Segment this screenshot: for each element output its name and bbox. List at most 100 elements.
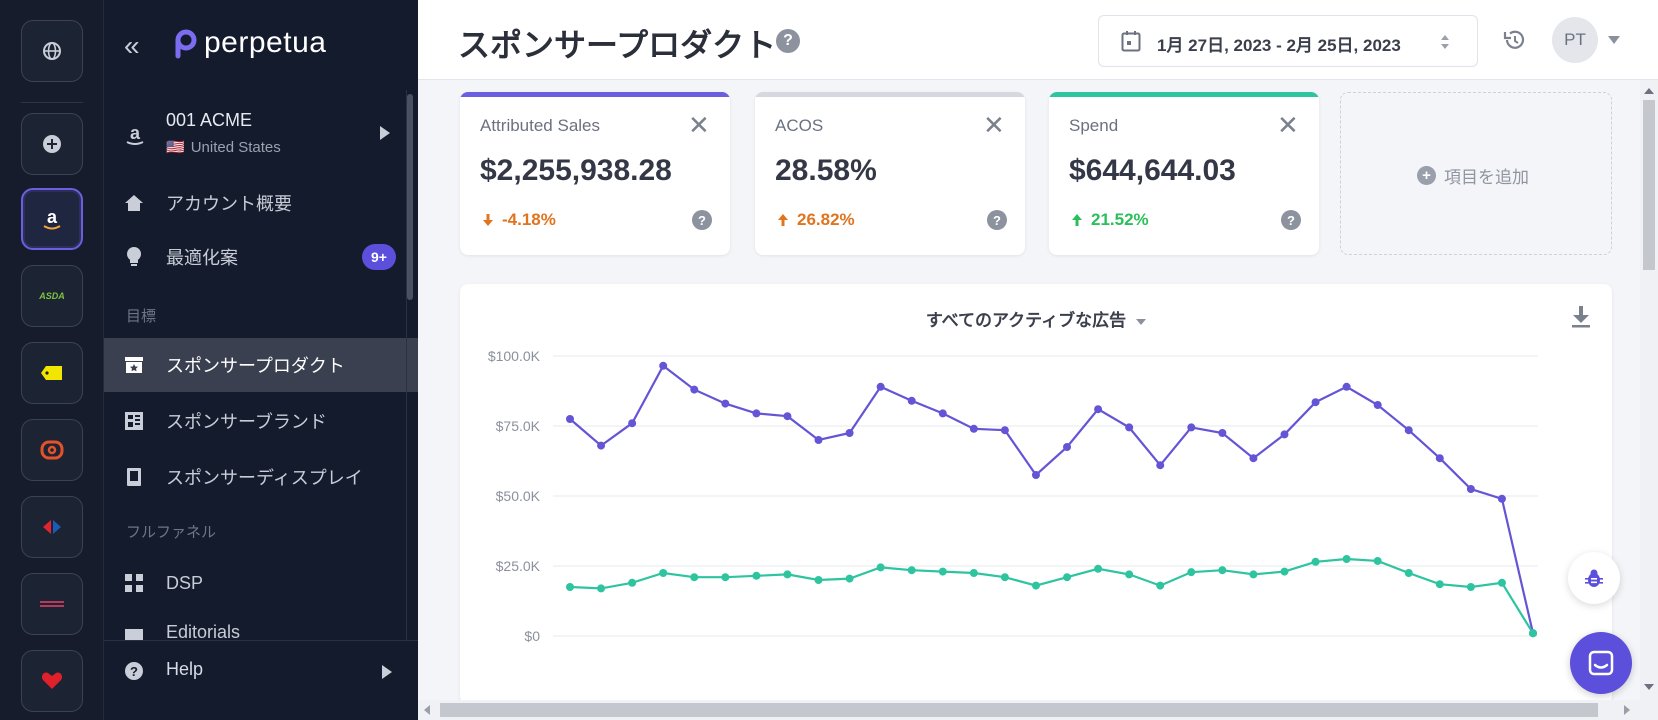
data-point[interactable] <box>1000 573 1009 582</box>
data-point[interactable] <box>938 567 947 576</box>
data-point[interactable] <box>1466 485 1475 493</box>
globe-icon[interactable] <box>21 20 83 82</box>
sidebar-item-editorials[interactable]: Editorials <box>104 612 418 640</box>
data-point[interactable] <box>907 396 916 405</box>
horizontal-scrollbar[interactable] <box>418 700 1640 720</box>
data-point[interactable] <box>783 570 792 579</box>
history-icon[interactable] <box>1502 28 1526 52</box>
sidebar-item-sponsored-products[interactable]: スポンサープロダクト <box>104 338 418 392</box>
data-point[interactable] <box>1125 570 1134 579</box>
data-point[interactable] <box>1373 401 1382 409</box>
data-point[interactable] <box>752 409 761 418</box>
data-point[interactable] <box>1249 570 1258 579</box>
amazon-icon[interactable]: a <box>21 188 83 250</box>
data-point[interactable] <box>1156 461 1165 470</box>
sidebar-scrollbar[interactable] <box>407 94 413 300</box>
data-point[interactable] <box>938 409 947 418</box>
data-point[interactable] <box>845 574 854 583</box>
data-point[interactable] <box>1435 454 1444 463</box>
data-point[interactable] <box>597 584 606 593</box>
asda-logo[interactable]: ASDA <box>21 265 83 327</box>
data-point[interactable] <box>1311 398 1320 407</box>
vertical-scrollbar[interactable] <box>1640 80 1658 720</box>
help-icon[interactable]: ? <box>776 29 800 53</box>
data-point[interactable] <box>876 382 885 391</box>
data-point[interactable] <box>1031 471 1040 479</box>
tag-icon[interactable] <box>21 342 83 404</box>
data-point[interactable] <box>1497 494 1506 503</box>
user-avatar[interactable]: PT <box>1552 17 1598 63</box>
data-point[interactable] <box>1094 405 1103 414</box>
download-icon[interactable] <box>1570 304 1592 328</box>
data-point[interactable] <box>1280 430 1289 439</box>
chat-launcher-button[interactable] <box>1570 632 1632 694</box>
sidebar-item-account-overview[interactable]: アカウント概要 <box>104 176 418 230</box>
data-point[interactable] <box>1435 580 1444 589</box>
sidebar-item-sponsored-brands[interactable]: スポンサーブランド <box>104 394 418 448</box>
data-point[interactable] <box>783 412 792 421</box>
data-point[interactable] <box>814 576 823 584</box>
data-point[interactable] <box>1280 567 1289 576</box>
data-point[interactable] <box>1063 443 1072 451</box>
data-point[interactable] <box>845 429 854 437</box>
data-point[interactable] <box>1125 423 1134 432</box>
collapse-sidebar-icon[interactable]: « <box>124 30 140 61</box>
scroll-down-arrow[interactable] <box>1644 684 1654 690</box>
bug-report-button[interactable] <box>1568 552 1620 604</box>
data-point[interactable] <box>1529 629 1537 638</box>
data-point[interactable] <box>597 441 606 450</box>
account-selector[interactable]: a 001 ACME 🇺🇸 United States <box>104 100 404 172</box>
data-point[interactable] <box>659 361 668 370</box>
data-point[interactable] <box>628 578 637 587</box>
data-point[interactable] <box>628 419 637 428</box>
data-point[interactable] <box>1311 557 1320 566</box>
add-metric-button[interactable]: + 項目を追加 <box>1417 163 1529 188</box>
data-point[interactable] <box>969 424 978 433</box>
bol-logo[interactable] <box>21 419 83 481</box>
metric-card-acos[interactable]: ACOS ✕ 28.58% 26.82% ? <box>755 92 1025 255</box>
sidebar-item-sponsored-display[interactable]: スポンサーディスプレイ <box>104 450 418 504</box>
data-point[interactable] <box>1218 566 1227 575</box>
data-point[interactable] <box>876 563 885 572</box>
data-point[interactable] <box>721 573 730 582</box>
add-icon[interactable] <box>21 113 83 175</box>
data-point[interactable] <box>1000 426 1009 435</box>
data-point[interactable] <box>752 571 761 580</box>
scroll-left-arrow[interactable] <box>424 705 430 715</box>
close-icon[interactable]: ✕ <box>688 110 710 140</box>
scroll-thumb[interactable] <box>1643 100 1655 270</box>
data-point[interactable] <box>814 436 823 444</box>
data-point[interactable] <box>1466 583 1475 591</box>
close-icon[interactable]: ✕ <box>983 110 1005 140</box>
data-point[interactable] <box>1404 426 1413 435</box>
data-point[interactable] <box>969 569 978 577</box>
data-point[interactable] <box>1373 556 1382 565</box>
data-point[interactable] <box>1218 429 1227 437</box>
data-point[interactable] <box>1497 578 1506 587</box>
add-metric-card[interactable]: + 項目を追加 <box>1340 92 1612 255</box>
metric-card-attributed-sales[interactable]: Attributed Sales ✕ $2,255,938.28 -4.18% … <box>460 92 730 255</box>
chart-filter-dropdown[interactable]: すべてのアクティブな広告 <box>460 306 1612 331</box>
data-point[interactable] <box>659 569 668 577</box>
data-point[interactable] <box>690 573 699 582</box>
help-icon[interactable]: ? <box>1281 210 1301 230</box>
scroll-up-arrow[interactable] <box>1644 88 1654 94</box>
help-menu[interactable]: ? Help <box>104 640 418 700</box>
data-point[interactable] <box>1187 568 1196 577</box>
data-point[interactable] <box>1342 382 1351 391</box>
scroll-right-arrow[interactable] <box>1624 705 1630 715</box>
data-point[interactable] <box>721 399 730 408</box>
data-point[interactable] <box>1031 581 1040 590</box>
data-point[interactable] <box>690 385 699 394</box>
help-icon[interactable]: ? <box>987 210 1007 230</box>
perpetua-logo[interactable]: perpetua <box>166 26 326 60</box>
date-range-picker[interactable]: 1月 27日, 2023 - 2月 25日, 2023 <box>1098 15 1478 67</box>
help-icon[interactable]: ? <box>692 210 712 230</box>
data-point[interactable] <box>1156 581 1165 590</box>
data-point[interactable] <box>566 415 574 423</box>
data-point[interactable] <box>1249 454 1258 463</box>
carrefour-logo[interactable] <box>21 496 83 558</box>
data-point[interactable] <box>1342 555 1351 563</box>
data-point[interactable] <box>566 583 574 591</box>
retailer-logo[interactable] <box>21 573 83 635</box>
